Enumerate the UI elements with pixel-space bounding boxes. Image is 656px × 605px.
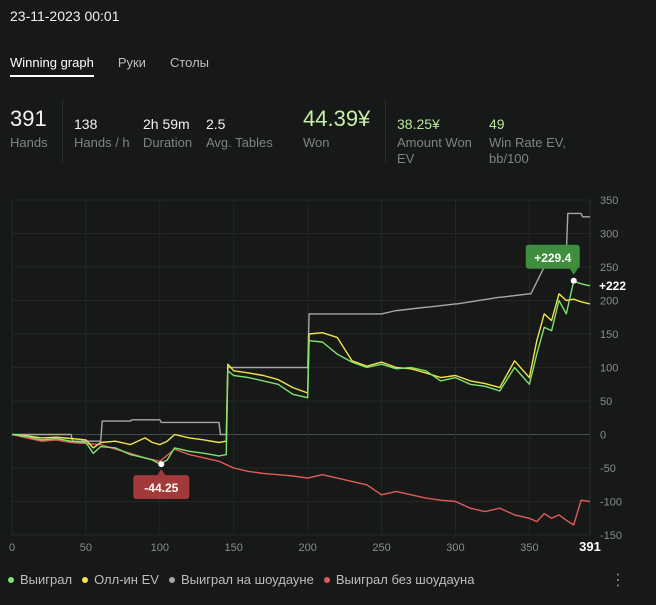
allin-ev-line [11,293,591,449]
showdown-line [12,212,590,442]
stat-hands-per-hour-label: Hands / h [74,135,130,150]
stat-hands: 391 Hands [10,100,48,151]
won-line [11,280,591,465]
stat-duration-label: Duration [143,135,193,150]
chart-legend: Выиграл Олл-ин EV Выиграл на шоудауне Вы… [8,572,484,587]
max-point-marker [570,277,577,284]
y-tick-label: -50 [600,463,616,475]
legend-item-showdown[interactable]: Выиграл на шоудауне [168,572,314,587]
legend-item-won[interactable]: Выиграл [8,572,72,587]
legend-allin-ev-label: Олл-ин EV [94,572,159,587]
stat-win-rate-ev: 49 Win Rate EV, bb/100 [489,100,579,167]
stat-hands-per-hour-value: 138 [74,116,98,132]
y-tick-label: 100 [600,363,618,375]
stat-hands-per-hour: 138 Hands / h [74,100,130,151]
stat-avg-tables-value: 2.5 [206,116,226,132]
legend-item-non-showdown[interactable]: Выиграл без шоудауна [323,572,475,587]
x-tick-label: 300 [446,542,464,554]
y-tick-label: 150 [600,329,618,341]
legend-item-allin-ev[interactable]: Олл-ин EV [82,572,159,587]
tab-bar: Winning graph Руки Столы [10,55,233,77]
y-tick-label: 200 [600,296,618,308]
legend-won-label: Выиграл [20,572,73,587]
stat-amount-won-ev-label: Amount Won EV [397,135,472,166]
max-label-text: +229.4 [534,251,571,265]
y-tick-label: 0 [600,430,606,442]
min-label-text: -44.25 [144,481,178,495]
y-tick-label: 250 [600,262,618,274]
legend-non-showdown-label: Выиграл без шоудауна [335,572,475,587]
stat-divider [385,100,386,162]
x-tick-label: 250 [372,542,390,554]
stat-duration-value: 2h 59m [143,116,190,132]
tab-winning-graph[interactable]: Winning graph [10,55,94,77]
end-value-label: +222 [599,279,626,293]
session-timestamp: 23-11-2023 00:01 [10,8,120,24]
y-tick-label: 350 [600,195,618,207]
tab-hands[interactable]: Руки [117,55,146,70]
max-label-pointer [569,268,578,275]
x-tick-label: 200 [298,542,316,554]
stat-amount-won-ev: 38.25¥ Amount Won EV [397,100,485,167]
min-label-pointer [157,469,166,476]
x-end-label: 391 [579,539,601,554]
stat-hands-value: 391 [10,106,47,131]
stats-panel: 391 Hands 138 Hands / h 2h 59m Duration … [10,100,650,170]
winning-graph-chart[interactable]: 350 300 250 200 150 100 50 0 -50 -100 -150 0 50 100 15… [0,190,656,560]
legend-showdown-label: Выиграл на шоудауне [180,572,314,587]
more-options-icon[interactable]: ⋮ [610,572,626,589]
stat-amount-won-ev-value: 38.25¥ [397,116,440,132]
y-tick-label: 50 [600,396,612,408]
min-point-marker [158,461,165,468]
y-tick-label: 300 [600,229,618,241]
legend-allin-ev-dot-icon [82,576,89,583]
stat-won-value: 44.39¥ [303,106,371,131]
non-showdown-line [11,433,591,526]
stat-avg-tables: 2.5 Avg. Tables [206,100,273,151]
max-label-box [525,244,580,269]
x-tick-label: 150 [225,542,243,554]
tab-tables[interactable]: Столы [169,55,210,70]
legend-showdown-dot-icon [168,576,175,583]
legend-non-showdown-dot-icon [323,576,330,583]
x-tick-label: 0 [9,542,15,554]
legend-won-dot-icon [8,576,14,583]
y-tick-label: -150 [600,530,622,542]
x-tick-label: 50 [80,542,92,554]
min-label-box [133,475,190,500]
stat-won: 44.39¥ Won [303,100,370,151]
x-tick-label: 100 [151,542,169,554]
y-tick-label: -100 [600,497,622,509]
stat-win-rate-ev-label: Win Rate EV, bb/100 [489,135,566,166]
stat-hands-label: Hands [10,135,48,150]
stat-won-label: Won [303,135,330,150]
x-tick-label: 350 [520,542,538,554]
stat-duration: 2h 59m Duration [143,100,192,151]
stat-divider [62,100,63,162]
stat-win-rate-ev-value: 49 [489,116,505,132]
stat-avg-tables-label: Avg. Tables [206,135,273,150]
